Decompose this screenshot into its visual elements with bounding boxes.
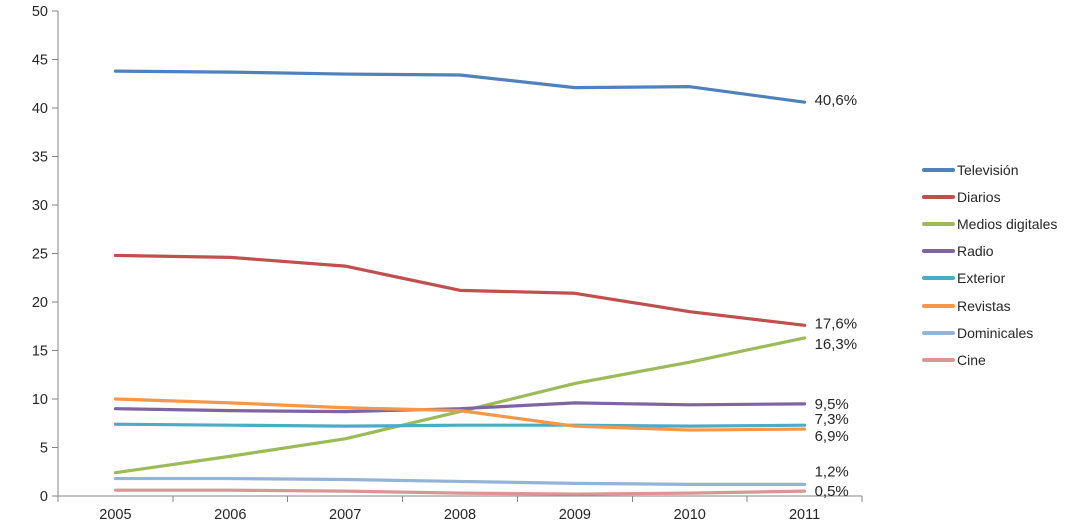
legend-label-cine: Cine xyxy=(957,351,986,368)
legend: Televisión Diarios Medios digitales Radio Ex… xyxy=(922,156,1057,374)
legend-label-medios-digitales: Medios digitales xyxy=(957,215,1058,232)
legend-label-television: Televisión xyxy=(957,161,1019,178)
series-end-label-diarios: 17,6% xyxy=(815,315,858,332)
series-line-radio xyxy=(113,401,807,414)
y-tick-label: 10 xyxy=(32,392,48,408)
legend-item-medios-digitales: Medios digitales xyxy=(922,210,1057,237)
y-tick-label: 45 xyxy=(32,53,48,69)
legend-label-dominicales: Dominicales xyxy=(957,324,1034,341)
legend-swatch-television-icon xyxy=(922,167,955,172)
legend-swatch-cine-icon xyxy=(922,357,955,362)
series-end-label-dominicales: 1,2% xyxy=(815,463,849,480)
series-end-label-cine: 0,5% xyxy=(815,483,849,500)
legend-label-diarios: Diarios xyxy=(957,188,1001,205)
y-tick-label: 5 xyxy=(40,441,48,457)
series-line-exterior xyxy=(113,422,807,428)
series-end-label-radio: 9,5% xyxy=(815,396,849,413)
y-tick-label: 50 xyxy=(32,4,48,20)
y-tick-label: 35 xyxy=(32,150,48,166)
x-axis-label-2011: 2011 xyxy=(789,507,820,523)
legend-item-revistas: Revistas xyxy=(922,292,1057,319)
series-line-revistas xyxy=(113,397,807,432)
series-line-cine xyxy=(113,488,807,496)
x-axis-label-2008: 2008 xyxy=(444,507,476,523)
legend-item-exterior: Exterior xyxy=(922,265,1057,292)
legend-item-diarios: Diarios xyxy=(922,183,1057,210)
legend-item-cine: Cine xyxy=(922,346,1057,373)
series-end-label-exterior: 7,3% xyxy=(815,411,849,428)
legend-swatch-radio-icon xyxy=(922,249,955,254)
series-end-label-television: 40,6% xyxy=(815,92,858,109)
legend-swatch-medios-digitales-icon xyxy=(922,221,955,226)
legend-swatch-exterior-icon xyxy=(922,276,955,281)
x-axis-label-2005: 2005 xyxy=(99,507,131,523)
series-end-label-revistas: 6,9% xyxy=(815,428,849,445)
x-axis-label-2010: 2010 xyxy=(674,507,706,523)
legend-item-dominicales: Dominicales xyxy=(922,319,1057,346)
y-tick-label: 30 xyxy=(32,198,48,214)
y-tick-label: 20 xyxy=(32,295,48,311)
legend-label-exterior: Exterior xyxy=(957,270,1006,287)
legend-swatch-dominicales-icon xyxy=(922,330,955,335)
series-end-label-medios-digitales: 16,3% xyxy=(815,336,858,353)
series-line-dominicales xyxy=(113,476,807,486)
legend-swatch-diarios-icon xyxy=(922,194,955,199)
x-axis-label-2006: 2006 xyxy=(214,507,246,523)
legend-item-television: Televisión xyxy=(922,156,1057,183)
y-tick-label: 40 xyxy=(32,101,48,117)
x-axis-label-2009: 2009 xyxy=(559,507,591,523)
y-tick-label: 25 xyxy=(32,247,48,263)
legend-item-radio: Radio xyxy=(922,238,1057,265)
legend-label-revistas: Revistas xyxy=(957,297,1011,314)
series-line-television xyxy=(113,69,807,104)
legend-label-radio: Radio xyxy=(957,243,994,260)
y-tick-label: 0 xyxy=(40,489,48,505)
legend-swatch-revistas-icon xyxy=(922,303,955,308)
x-axis-label-2007: 2007 xyxy=(329,507,361,523)
y-tick-label: 15 xyxy=(32,344,48,360)
series-line-diarios xyxy=(113,253,807,327)
